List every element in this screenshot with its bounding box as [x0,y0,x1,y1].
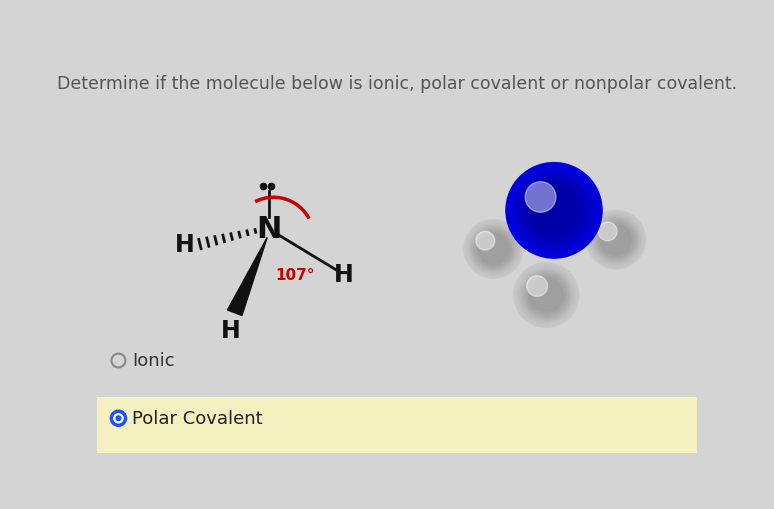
Circle shape [598,222,635,259]
Circle shape [596,220,636,261]
Circle shape [590,214,642,266]
FancyBboxPatch shape [97,397,697,453]
Circle shape [522,271,571,320]
Circle shape [526,182,556,213]
Circle shape [116,416,121,421]
Text: Polar Covalent: Polar Covalent [132,409,263,428]
Circle shape [111,411,126,426]
Circle shape [512,169,597,253]
Circle shape [528,277,564,314]
Circle shape [530,187,578,235]
Circle shape [475,231,512,268]
Circle shape [479,235,509,264]
Circle shape [464,220,523,278]
Circle shape [524,181,584,241]
Circle shape [114,414,123,423]
Circle shape [594,218,639,262]
Text: N: N [256,214,282,243]
Circle shape [467,223,519,275]
Text: Determine if the molecule below is ionic, polar covalent or nonpolar covalent.: Determine if the molecule below is ionic… [57,75,737,93]
Circle shape [599,223,632,257]
Circle shape [526,275,567,316]
Circle shape [530,279,563,312]
Circle shape [514,263,579,328]
Circle shape [515,172,594,250]
Circle shape [601,225,631,254]
Polygon shape [228,238,267,316]
Circle shape [506,163,602,259]
Circle shape [527,276,547,297]
Circle shape [471,227,515,271]
Circle shape [518,175,591,247]
Circle shape [587,211,646,269]
Text: H: H [334,263,354,287]
Circle shape [598,222,617,241]
Text: H: H [221,318,241,342]
Circle shape [477,233,510,266]
Circle shape [519,269,573,322]
Circle shape [469,225,518,273]
Text: Ionic: Ionic [132,352,175,370]
Circle shape [524,273,569,318]
Circle shape [518,267,575,324]
Circle shape [592,216,640,264]
Circle shape [527,184,581,238]
Text: 107°: 107° [276,267,315,282]
Text: H: H [175,233,195,257]
Circle shape [476,232,495,250]
Circle shape [521,178,587,244]
Circle shape [473,229,514,270]
